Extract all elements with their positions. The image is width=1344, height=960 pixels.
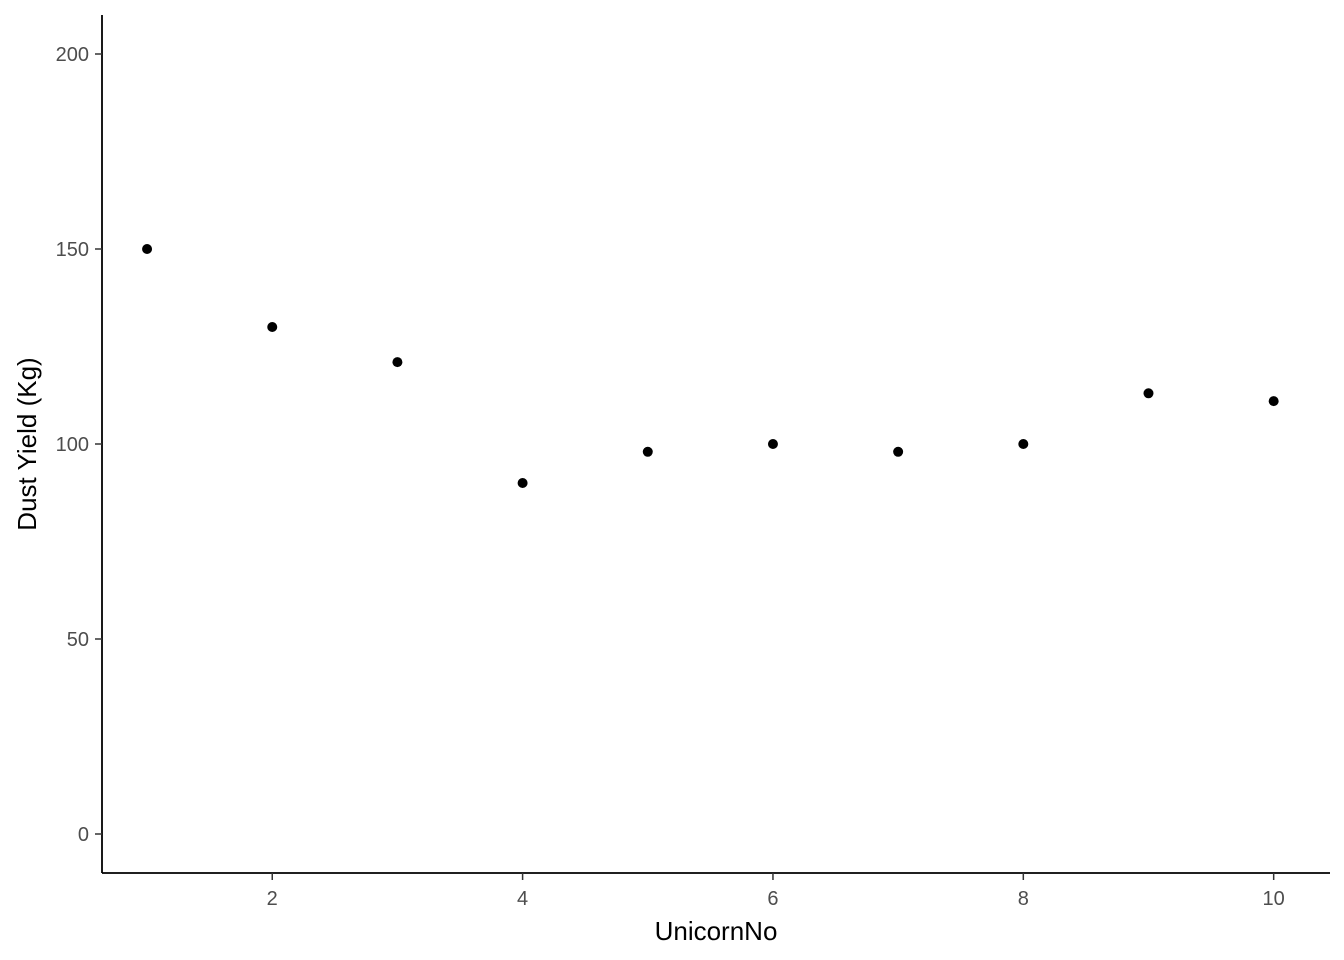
data-point (1268, 396, 1279, 407)
x-tick-label: 4 (517, 888, 528, 910)
data-point (893, 446, 904, 457)
data-point (142, 244, 153, 254)
data-point (1143, 388, 1154, 399)
y-tick-label: 50 (67, 629, 89, 651)
data-point (767, 439, 778, 449)
y-tick-label: 150 (56, 239, 89, 261)
x-tick-label: 10 (1263, 888, 1285, 910)
x-axis-title: UnicornNo (655, 916, 778, 946)
x-tick-label: 2 (267, 888, 278, 910)
axes (101, 15, 1330, 874)
y-tick-label: 100 (56, 434, 89, 456)
data-point (1018, 439, 1029, 449)
x-axis-ticks: 2 4 6 8 10 (267, 873, 1285, 910)
data-point (392, 357, 403, 368)
data-point (642, 446, 653, 457)
y-tick-label: 200 (56, 44, 89, 66)
data-point (517, 478, 528, 488)
data-points (142, 244, 1279, 488)
x-tick-label: 6 (767, 888, 778, 910)
y-axis-ticks: 0 50 100 150 200 (56, 44, 102, 846)
data-point (267, 322, 278, 332)
y-tick-label: 0 (78, 824, 89, 846)
x-tick-label: 8 (1018, 888, 1029, 910)
y-axis-title: Dust Yield (Kg) (12, 357, 42, 530)
